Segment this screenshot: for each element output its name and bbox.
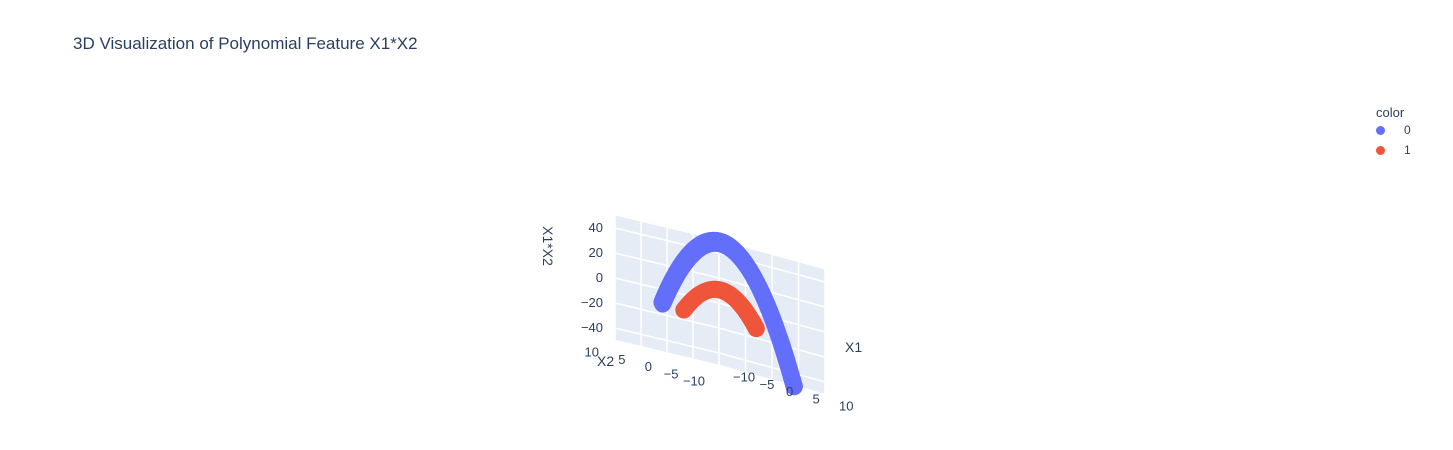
z-tick-label-2: 0 [596,270,603,285]
x1-tick-label-2: 0 [786,384,793,399]
legend-label-1: 1 [1404,143,1411,157]
z-tick-label-0: −40 [581,320,603,335]
z-tick-label-1: −20 [581,295,603,310]
x2-axis-title: X2 [597,353,614,369]
legend-title: color [1376,105,1405,120]
legend-item-1[interactable]: 1 [1376,140,1411,160]
z-tick-label-3: 20 [589,245,603,260]
legend-marker-1 [1376,146,1385,155]
legend-item-0[interactable]: 0 [1376,120,1411,140]
legend-label-0: 0 [1404,123,1411,137]
x2-tick-label-1: 5 [618,352,625,367]
x2-tick-label-3: −5 [664,366,679,381]
x1-tick-label-4: −10 [733,370,755,385]
x1-tick-label-3: −5 [760,377,775,392]
x2-tick-label-0: 10 [585,345,599,360]
x2-tick-label-2: 0 [645,359,652,374]
x1-axis-title: X1 [845,339,862,355]
legend-marker-0 [1376,126,1385,135]
marker-series-0 [654,295,672,313]
3d-scene[interactable]: −40 −20 0 20 40 10 5 0 −5 −10 10 5 0 −5 −10 X1 X2 X1*X2 [540,215,862,414]
z-tick-label-4: 40 [589,220,603,235]
z-axis-title: X1*X2 [540,226,556,266]
x1-tick-label-1: 5 [813,391,820,406]
marker-series-1 [675,301,693,319]
chart-title: 3D Visualization of Polynomial Feature X… [73,34,418,53]
legend: color 0 1 [1376,105,1411,160]
x2-tick-label-4: −10 [683,374,705,389]
x1-tick-label-0: 10 [839,399,853,414]
